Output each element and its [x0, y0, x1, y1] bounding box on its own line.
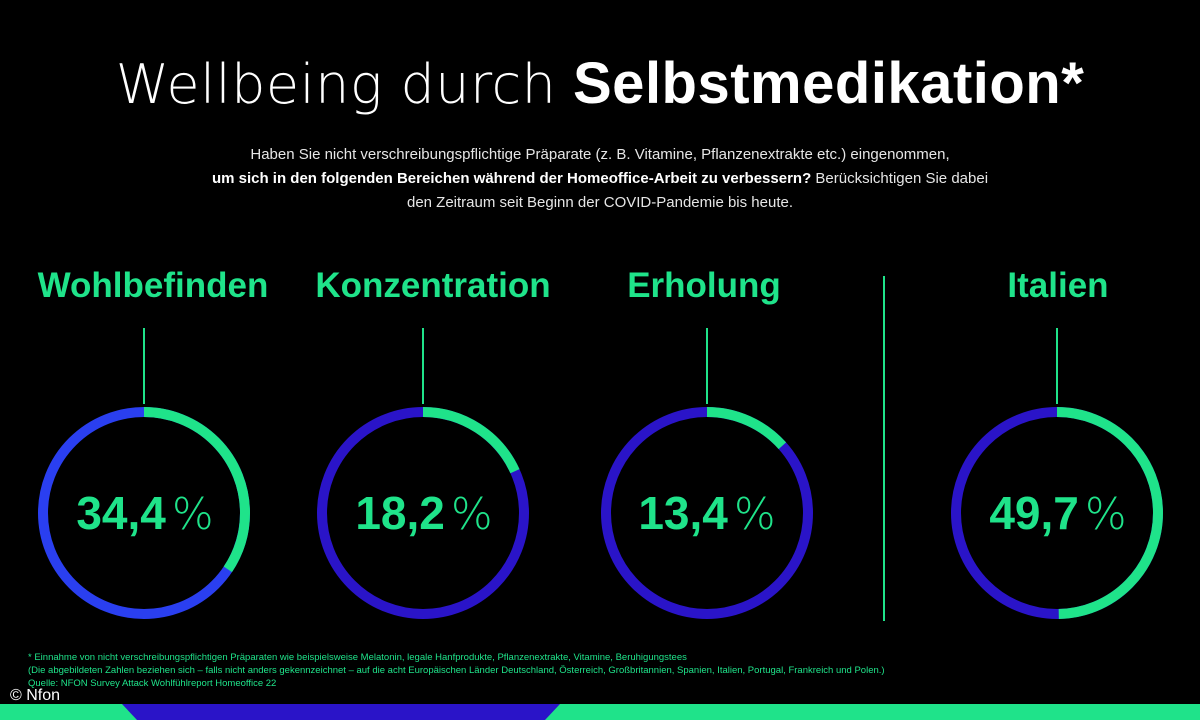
- footnote-line-2: (Die abgebildeten Zahlen beziehen sich –…: [28, 665, 885, 676]
- value-number: 18,2: [355, 487, 445, 539]
- stem-erholung: [706, 328, 708, 404]
- footnote-line-3: Quelle: NFON Survey Attack Wohlfühlrepor…: [28, 678, 277, 689]
- section-divider: [883, 276, 885, 621]
- bottom-accent-bar: [0, 704, 1200, 720]
- stem-wohlbefinden: [143, 328, 145, 404]
- footnotes: * Einnahme von nicht verschreibungspflic…: [28, 651, 1178, 690]
- category-label-italien: Italien: [1007, 266, 1109, 305]
- category-label-konzentration: Konzentration: [315, 266, 551, 305]
- value-number: 49,7: [989, 487, 1079, 539]
- stem-konzentration: [422, 328, 424, 404]
- value-number: 34,4: [76, 487, 166, 539]
- value-label-konzentration: 18,2%: [304, 486, 544, 540]
- value-label-italien: 49,7%: [938, 486, 1178, 540]
- value-label-erholung: 13,4%: [587, 486, 827, 540]
- title-bold: Selbstmedikation*: [573, 51, 1085, 116]
- value-label-wohlbefinden: 34,4%: [25, 486, 265, 540]
- donut-arc-wohlbefinden: [38, 407, 250, 619]
- intro-line-2-bold: um sich in den folgenden Bereichen währe…: [211, 170, 812, 187]
- footnote-line-1: * Einnahme von nicht verschreibungspflic…: [28, 652, 687, 663]
- intro-line-2-rest: Berücksichtigen Sie dabei: [811, 170, 989, 187]
- value-unit: %: [450, 489, 493, 540]
- donut-arc-italien: [951, 407, 1163, 619]
- value-unit: %: [733, 489, 776, 540]
- intro-text: Haben Sie nicht verschreibungspflichtige…: [130, 143, 1070, 215]
- copyright-notice: © Nfon: [10, 687, 61, 704]
- value-unit: %: [1084, 489, 1127, 540]
- category-label-wohlbefinden: Wohlbefinden: [37, 266, 269, 305]
- intro-line-3: den Zeitraum seit Beginn der COVID-Pande…: [406, 194, 794, 211]
- category-label-erholung: Erholung: [627, 266, 781, 305]
- page-title: Wellbeing durch Selbstmedikation*: [0, 48, 1200, 121]
- value-unit: %: [171, 489, 214, 540]
- donut-arc-konzentration: [317, 407, 529, 619]
- intro-line-1: Haben Sie nicht verschreibungspflichtige…: [250, 146, 950, 163]
- donut-arc-erholung: [601, 407, 813, 619]
- value-number: 13,4: [638, 487, 728, 539]
- title-light: Wellbeing durch: [115, 53, 557, 116]
- stem-italien: [1056, 328, 1058, 404]
